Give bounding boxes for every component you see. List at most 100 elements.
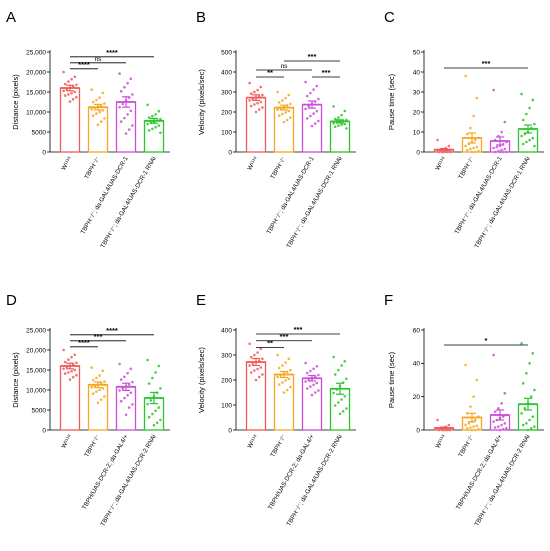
panel-f-y-tick-label: 20 (413, 394, 421, 401)
panel-f-point (528, 362, 531, 365)
panel-d-point (154, 409, 157, 413)
panel-f-point (475, 378, 479, 382)
panel-b-bar (273, 106, 295, 153)
panel-a-point (157, 109, 161, 113)
panel-c-point (520, 92, 523, 96)
panel-b-category-label: TBPH⁻/⁻; da-GAL4/UAS-DCR-1 RNAi (285, 156, 343, 250)
panel-a-point (127, 128, 131, 131)
panel-c-point (500, 130, 503, 134)
panel-e-point (337, 368, 340, 372)
panel-f-point (521, 423, 525, 427)
panel-f-y-tick-label: 0 (416, 427, 420, 434)
panel-c-category-label: TBPH⁻/⁻; da-GAL4/UAS-DCR-1 (453, 155, 504, 236)
panel-a-point (91, 114, 95, 117)
panel-e-point (317, 373, 320, 377)
panel-a-y-tick-label: 20,000 (26, 69, 46, 76)
panel-e-point (343, 359, 347, 363)
panel-d-point (154, 371, 157, 374)
panel-b-point (261, 93, 264, 97)
panel-a-point (146, 122, 149, 126)
panel-e-point (289, 385, 292, 389)
panel-e-point (259, 347, 263, 351)
panel-a-bar (115, 101, 137, 153)
panel-e-point (253, 369, 256, 372)
panel-f-point (469, 405, 472, 408)
panel-f-point (521, 382, 525, 385)
panel-f-y-tick-label: 40 (413, 361, 421, 368)
panel-f-point (437, 428, 441, 432)
panel-a-point (118, 72, 121, 75)
panel-d-point (131, 403, 134, 406)
panel-b-point (307, 105, 311, 108)
panel-d-point (149, 399, 153, 402)
panel-a-letter: A (6, 9, 16, 26)
panel-e-point (285, 388, 289, 392)
panel-a-point (73, 75, 77, 79)
panel-e-point (281, 364, 284, 367)
panel-c-point (528, 106, 531, 110)
panel-b-significance-label: *** (322, 68, 331, 77)
panel-a-point (70, 91, 73, 95)
panel-d-point (118, 362, 121, 366)
panel-e-significance-label: *** (294, 325, 303, 334)
panel-c-point (447, 144, 451, 148)
panel-d-bar (87, 384, 109, 431)
panel-d-point (119, 378, 123, 381)
panel-c-category-label: TBPH⁻/⁻; da-GAL4/UAS-DCR-1 RNAi (473, 156, 531, 250)
panel-d-point (157, 406, 161, 409)
panel-a-point (101, 109, 105, 112)
panel-b-point (256, 101, 259, 105)
panel-a-point (103, 117, 106, 120)
panel-e-point (276, 353, 279, 357)
panel-c-point (498, 150, 502, 154)
panel-b-bar (301, 103, 323, 153)
panel-d-point (91, 392, 95, 395)
panel-e-point (340, 364, 343, 367)
panel-a-point (62, 89, 65, 93)
panel-a-point (118, 105, 121, 109)
panel-b-point (287, 109, 291, 113)
panel-a-point (123, 85, 126, 89)
panel-a-point (63, 94, 67, 97)
panel-e-point (312, 367, 315, 371)
panel-c-point (520, 134, 523, 138)
panel-a-bar (87, 106, 109, 153)
panel-a-point (75, 95, 78, 99)
panel-b-point (305, 94, 309, 98)
panel-c-y-tick-label: 40 (413, 69, 421, 76)
panel-e-point (304, 380, 307, 383)
panel-d-point (98, 374, 101, 377)
panel-e-point (345, 377, 348, 381)
panel-b-letter: B (196, 9, 206, 26)
panel-d-significance-label: **** (78, 338, 90, 347)
panel-a-point (151, 127, 154, 131)
panel-c-point (472, 114, 475, 118)
panel-a-significance-label: ns (95, 56, 103, 63)
panel-c-point (501, 150, 505, 154)
panel-c-point (465, 132, 469, 136)
panel-f-point (503, 392, 507, 395)
panel-b-point (276, 108, 279, 111)
panel-a-point (91, 100, 95, 104)
panel-d-point (118, 389, 121, 392)
panel-c-point (500, 148, 503, 152)
panel-e-point (261, 357, 264, 361)
panel-f-point (520, 342, 523, 345)
panel-b-point (333, 117, 337, 121)
panel-a-point (67, 93, 70, 96)
panel-c-significance-label: *** (482, 59, 491, 68)
panel-d-point (67, 371, 70, 374)
panel-b-point (340, 123, 343, 127)
panel-c-point (465, 148, 469, 152)
panel-e-point (337, 401, 340, 404)
panel-f-point (531, 352, 535, 355)
panel-e-point (253, 353, 256, 357)
panel-e-y-tick-label: 100 (221, 402, 232, 409)
panel-d-point (131, 380, 134, 384)
panel-f-point (528, 418, 531, 422)
panel-d-category-label: TBPH⁻/⁻ (83, 434, 101, 459)
panel-a-point (154, 125, 157, 129)
panel-e-point (287, 377, 291, 381)
panel-a-point (96, 123, 100, 127)
panel-c-point (528, 138, 531, 142)
